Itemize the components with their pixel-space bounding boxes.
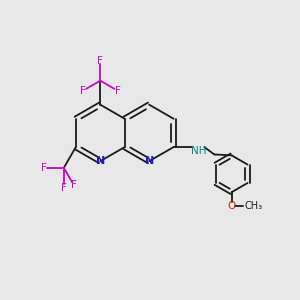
Text: N: N xyxy=(96,156,105,166)
Text: F: F xyxy=(61,183,67,193)
Text: F: F xyxy=(71,180,77,190)
Text: F: F xyxy=(41,163,47,173)
Text: N: N xyxy=(145,156,154,166)
Text: F: F xyxy=(80,85,86,96)
Text: O: O xyxy=(227,201,236,211)
Text: CH₃: CH₃ xyxy=(244,201,262,211)
Text: F: F xyxy=(115,85,121,96)
Text: F: F xyxy=(97,56,103,66)
Text: NH: NH xyxy=(190,146,206,156)
